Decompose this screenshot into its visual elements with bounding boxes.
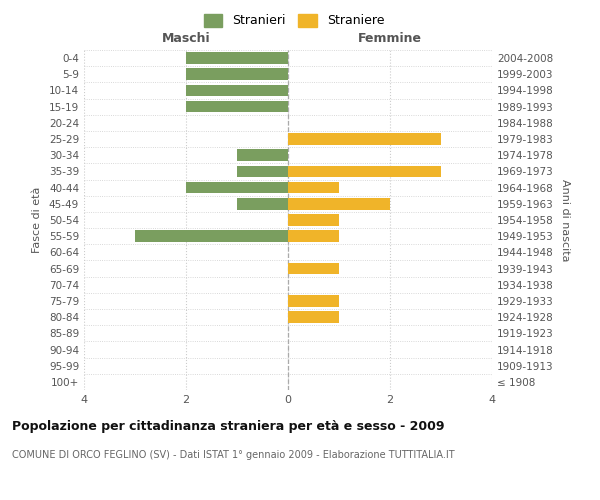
Bar: [186, 182, 288, 194]
Bar: [186, 84, 288, 96]
Bar: [288, 230, 339, 242]
Bar: [288, 312, 339, 323]
Bar: [237, 166, 288, 177]
Text: COMUNE DI ORCO FEGLINO (SV) - Dati ISTAT 1° gennaio 2009 - Elaborazione TUTTITAL: COMUNE DI ORCO FEGLINO (SV) - Dati ISTAT…: [12, 450, 455, 460]
Bar: [288, 133, 441, 145]
Bar: [135, 230, 288, 242]
Bar: [288, 166, 441, 177]
Bar: [288, 182, 339, 194]
Text: Popolazione per cittadinanza straniera per età e sesso - 2009: Popolazione per cittadinanza straniera p…: [12, 420, 445, 433]
Bar: [237, 150, 288, 161]
Bar: [186, 101, 288, 112]
Bar: [288, 262, 339, 274]
Y-axis label: Anni di nascita: Anni di nascita: [560, 179, 570, 261]
Legend: Stranieri, Straniere: Stranieri, Straniere: [199, 8, 389, 32]
Text: Maschi: Maschi: [161, 32, 211, 45]
Bar: [288, 214, 339, 226]
Bar: [288, 295, 339, 307]
Bar: [237, 198, 288, 209]
Bar: [186, 52, 288, 64]
Bar: [288, 198, 390, 209]
Text: Femmine: Femmine: [358, 32, 422, 45]
Bar: [186, 68, 288, 80]
Y-axis label: Fasce di età: Fasce di età: [32, 187, 42, 253]
